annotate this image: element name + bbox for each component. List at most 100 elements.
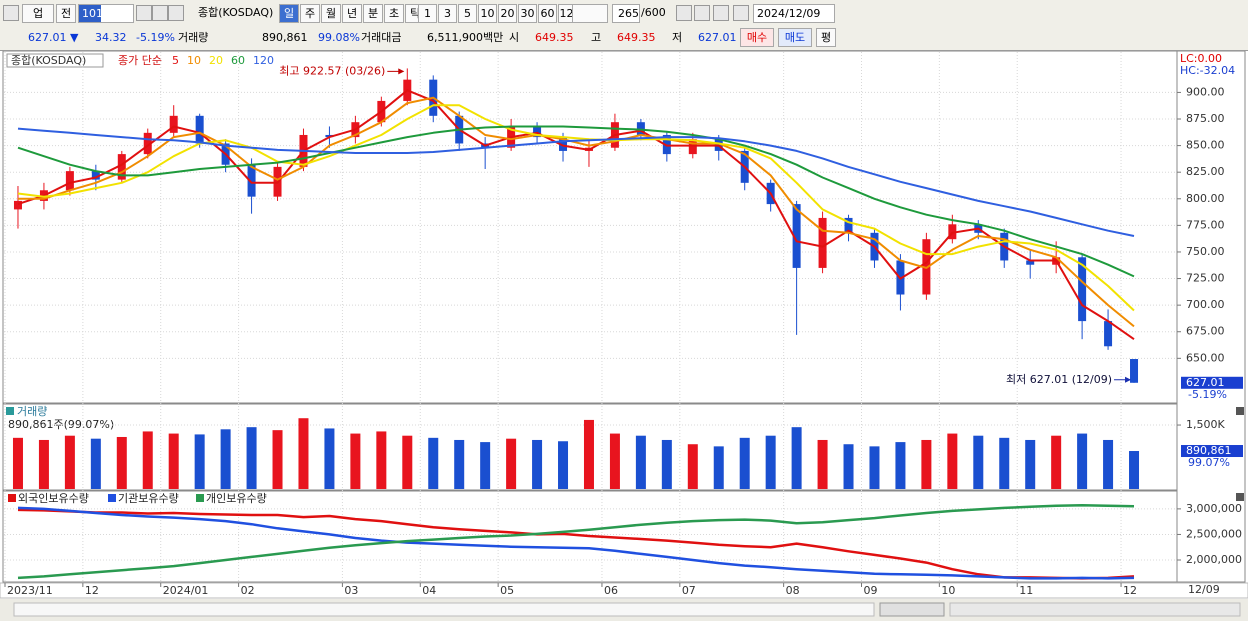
volume-bar (713, 446, 724, 489)
market-select[interactable]: 업 (22, 4, 54, 23)
interval-button[interactable]: 5 (458, 4, 477, 23)
legend-swatch (8, 494, 16, 502)
volume-bar (583, 419, 594, 489)
x-tick-label: 10 (941, 584, 955, 597)
volume-bar (1103, 439, 1114, 489)
period-button[interactable]: 일 (279, 4, 299, 23)
code-input[interactable]: 101 (78, 4, 134, 23)
sound-icon[interactable] (152, 5, 168, 21)
x-tick-label: 03 (344, 584, 358, 597)
volume-bar (90, 438, 101, 489)
series-line (17, 506, 1135, 580)
volume-bar (116, 436, 127, 489)
x-tick-label: 08 (786, 584, 800, 597)
sell-button[interactable]: 매도 (778, 28, 812, 47)
volume-bar (272, 430, 283, 489)
volume-bar (1129, 451, 1140, 489)
y-tick-label: 650.00 (1186, 351, 1225, 364)
candle-body (91, 171, 100, 180)
volume-bar (246, 427, 257, 489)
nav-icon[interactable] (168, 5, 184, 21)
volume-bar (765, 435, 776, 489)
legend-entry: 5 (172, 54, 179, 67)
scroll-buttons[interactable] (879, 602, 945, 617)
candle-body (948, 224, 957, 240)
y-tick-label: 850.00 (1186, 139, 1225, 152)
candle-body (117, 154, 126, 180)
x-tick-label: 2024/01 (163, 584, 209, 597)
candle-body (169, 115, 178, 133)
last-rate: -5.19% (1188, 388, 1227, 401)
interval-button[interactable]: 30 (518, 4, 537, 23)
legend-entry: 개인보유수량 (206, 492, 267, 505)
open: 649.35 (535, 31, 574, 44)
period-button[interactable]: 주 (300, 4, 320, 23)
open-label: 시 (509, 31, 520, 44)
legend-swatch (108, 494, 116, 502)
volume-subtitle: 890,861주(99.07%) (8, 418, 114, 431)
low-annotation: 최저 627.01 (12/09) (1006, 373, 1112, 386)
settings-icon[interactable] (733, 5, 749, 21)
legend-entry: 120 (253, 54, 274, 67)
volume-bar (817, 439, 828, 489)
x-tick-label: 2023/11 (7, 584, 53, 597)
last-price: 627.01 (1186, 376, 1225, 389)
change-rate: -5.19% (136, 31, 175, 44)
interval-button[interactable]: 3 (438, 4, 457, 23)
last-volume: 890,861 (1186, 444, 1232, 457)
interval-select[interactable] (572, 4, 608, 23)
period-button[interactable]: 년 (342, 4, 362, 23)
tool-icon[interactable] (676, 5, 692, 21)
volume-bar (168, 433, 179, 489)
x-tick-label: 07 (682, 584, 696, 597)
interval-button[interactable]: 1 (418, 4, 437, 23)
y-tick-label: 3,000,000 (1186, 502, 1242, 515)
buy-button[interactable]: 매수 (740, 28, 774, 47)
volume-bar (609, 433, 620, 489)
volume-bar (687, 444, 698, 489)
menu-icon[interactable] (3, 5, 19, 21)
search-icon[interactable] (136, 5, 152, 21)
interval-button[interactable]: 10 (478, 4, 497, 23)
amount: 6,511,900백만 (427, 31, 504, 44)
zoom-tools[interactable] (949, 602, 1241, 617)
volume-bar (402, 435, 413, 489)
avg-button[interactable]: 평 (816, 28, 836, 47)
y-tick-label: 825.00 (1186, 165, 1225, 178)
period-button[interactable]: 초 (384, 4, 404, 23)
interval-button[interactable]: 20 (498, 4, 517, 23)
y-tick-label: 675.00 (1186, 325, 1225, 338)
scroll-track[interactable] (13, 602, 875, 617)
x-tick-label: 09 (864, 584, 878, 597)
period-button[interactable]: 월 (321, 4, 341, 23)
prev-button[interactable]: 전 (56, 4, 76, 23)
volume-bar (298, 418, 309, 489)
volume-label: 거래량 (178, 31, 209, 44)
volume-bar (12, 437, 23, 489)
period-button[interactable]: 분 (363, 4, 383, 23)
last-volume-box (1181, 445, 1243, 458)
volume-rate: 99.08% (318, 31, 360, 44)
volume-bar (791, 427, 802, 489)
interval-button[interactable]: 60 (538, 4, 557, 23)
tool-icon[interactable] (694, 5, 710, 21)
volume-bar (376, 431, 387, 489)
volume-bar (194, 434, 205, 489)
volume-bar (350, 433, 361, 489)
tool-icon[interactable] (713, 5, 729, 21)
candle-body (792, 204, 801, 268)
volume-bar (220, 429, 231, 489)
x-tick-label: 02 (241, 584, 255, 597)
count-input[interactable]: 265 (612, 4, 640, 23)
date-input[interactable]: 2024/12/09 (753, 4, 835, 23)
ma-label: 종가 단순 (118, 54, 162, 67)
legend-entry: 기관보유수량 (118, 492, 179, 505)
volume-bar (558, 441, 569, 489)
right-axis (1176, 50, 1246, 583)
count-max: /600 (641, 6, 666, 19)
volume-bar (1025, 439, 1036, 489)
series-line (17, 125, 1135, 278)
